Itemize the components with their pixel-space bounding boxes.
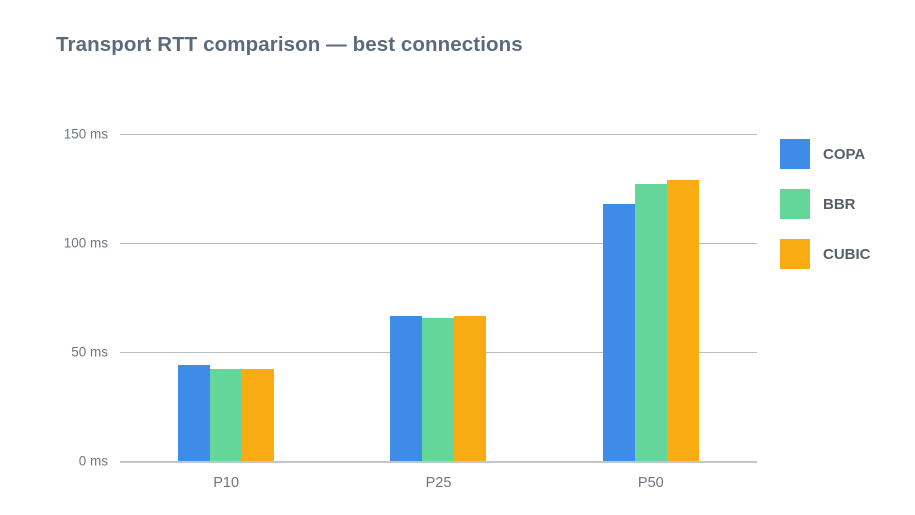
gridline: 100 ms xyxy=(64,236,757,251)
bar-stack xyxy=(332,134,544,461)
legend-label: CUBIC xyxy=(823,245,871,263)
legend-item-copa[interactable]: COPA xyxy=(780,129,871,179)
axis-baseline: 0 ms xyxy=(79,454,757,469)
bar-cubic-p10[interactable] xyxy=(242,369,275,461)
legend-swatch-cubic xyxy=(780,239,810,269)
x-axis-tick-label: P50 xyxy=(637,475,664,491)
bar-group: P10 xyxy=(120,134,332,491)
y-axis-tick-label: 0 ms xyxy=(78,453,108,469)
y-axis-tick-label: 50 ms xyxy=(71,344,108,360)
bar-copa-p10[interactable] xyxy=(178,365,211,461)
bar-group: P50 xyxy=(545,134,757,491)
x-axis-tick-label: P10 xyxy=(213,475,240,491)
legend-label: COPA xyxy=(823,145,866,163)
x-axis-tick-label: P25 xyxy=(425,475,452,491)
bar-bbr-p25[interactable] xyxy=(422,318,455,461)
legend-item-bbr[interactable]: BBR xyxy=(780,179,871,229)
bar-stack xyxy=(120,134,332,461)
bar-group: P25 xyxy=(332,134,544,491)
gridline: 150 ms xyxy=(64,127,757,142)
bar-copa-p50[interactable] xyxy=(602,203,635,461)
chart-legend: COPA BBR CUBIC xyxy=(780,129,871,279)
bar-bbr-p10[interactable] xyxy=(210,369,243,461)
bar-cubic-p25[interactable] xyxy=(454,316,487,461)
plot-area: 0 ms 50 ms 100 ms 150 ms P10 P25 P50 xyxy=(64,127,757,491)
legend-label: BBR xyxy=(823,195,856,213)
legend-item-cubic[interactable]: CUBIC xyxy=(780,229,871,279)
legend-swatch-bbr xyxy=(780,189,810,219)
y-axis-tick-label: 100 ms xyxy=(63,235,108,251)
y-axis-tick-label: 150 ms xyxy=(63,126,108,142)
legend-swatch-copa xyxy=(780,139,810,169)
chart-title: Transport RTT comparison — best connecti… xyxy=(56,33,523,56)
bar-stack xyxy=(545,134,757,461)
bar-cubic-p50[interactable] xyxy=(666,179,699,461)
bar-bbr-p50[interactable] xyxy=(634,184,667,461)
bar-copa-p25[interactable] xyxy=(390,316,423,461)
